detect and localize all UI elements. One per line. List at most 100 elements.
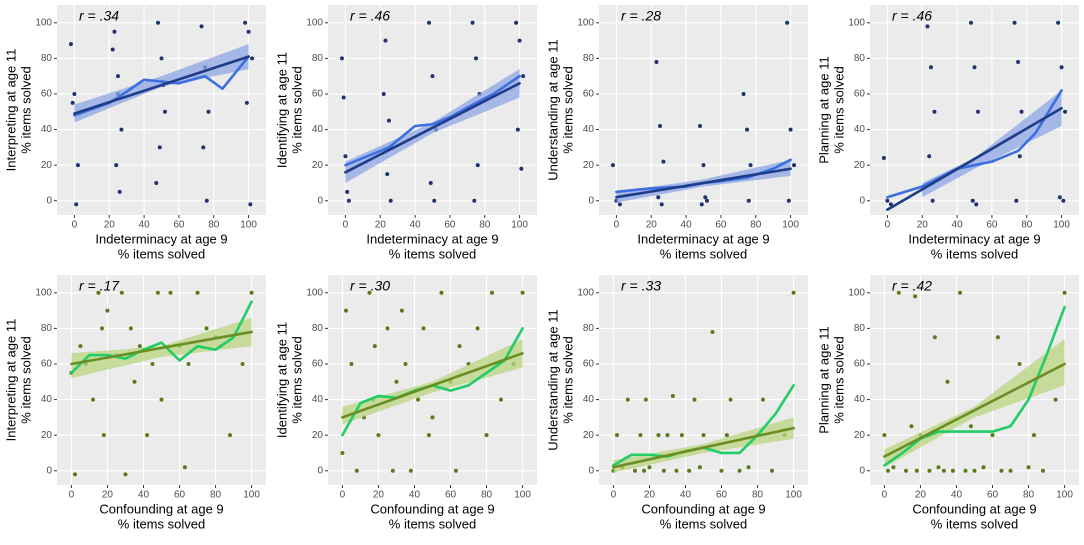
- x-tick-label: 100: [1056, 490, 1073, 501]
- point: [154, 180, 159, 185]
- y-tick-label: 100: [306, 287, 323, 298]
- point: [968, 424, 973, 429]
- panel: 0 20 40 60 80 100 0 20 40 60 80 100 r = .33 Confoundi…: [545, 275, 808, 531]
- point: [888, 202, 893, 207]
- annotation: r = .30: [350, 278, 390, 294]
- point: [638, 433, 643, 438]
- fit-line: [341, 352, 524, 419]
- point: [428, 180, 433, 185]
- point: [633, 468, 638, 473]
- point: [137, 344, 142, 349]
- x-tick-label: 0: [340, 490, 346, 501]
- point: [928, 65, 933, 70]
- y-tick-label: 100: [848, 17, 865, 28]
- x-tick-label: 80: [481, 490, 493, 501]
- point: [950, 468, 955, 473]
- point: [100, 326, 105, 331]
- x-tick-label: 20: [646, 220, 658, 231]
- point: [155, 290, 160, 295]
- point: [1012, 20, 1017, 25]
- point: [704, 198, 709, 203]
- point: [741, 91, 746, 96]
- point: [119, 290, 124, 295]
- x-tick-label: 100: [1053, 220, 1070, 231]
- y-tick-label: 20: [41, 430, 53, 441]
- x-tick-label: 60: [173, 220, 185, 231]
- x-tick-label: 0: [343, 220, 349, 231]
- x-axis-title: Indeterminacy at age 9: [908, 231, 1040, 246]
- point: [697, 465, 702, 470]
- x-axis-title: Confounding at age 9: [912, 501, 1036, 516]
- y-tick-label: 40: [312, 124, 324, 135]
- loess-curve: [883, 305, 1066, 467]
- point: [156, 20, 161, 25]
- point: [349, 361, 354, 366]
- point: [969, 20, 974, 25]
- y-tick-label: 60: [854, 89, 866, 100]
- point: [341, 95, 346, 100]
- x-tick-label: 60: [716, 490, 728, 501]
- y-tick-label: 100: [848, 287, 865, 298]
- point: [746, 465, 751, 470]
- point: [710, 329, 715, 334]
- x-tick-label: 60: [987, 490, 999, 501]
- point: [150, 361, 155, 366]
- point: [119, 127, 124, 132]
- x-tick-label: 60: [174, 490, 186, 501]
- y-tick-label: 40: [312, 394, 324, 405]
- fit-line: [73, 55, 250, 115]
- point: [206, 109, 211, 114]
- panel: 0 20 40 60 80 100 0 20 40 60 80 100 r = .46 Indetermi…: [816, 5, 1079, 261]
- point: [132, 379, 137, 384]
- x-tick-label: 100: [782, 220, 799, 231]
- point: [963, 468, 968, 473]
- panel: 0 20 40 60 80 100 0 20 40 60 80 100 r = .17 Confoundi…: [3, 275, 266, 531]
- x-axis-title: Confounding at age 9: [99, 501, 223, 516]
- point: [1053, 397, 1058, 402]
- x-tick-label: 40: [409, 490, 421, 501]
- x-tick-label: 80: [208, 220, 220, 231]
- y-axis-title: % items solved: [289, 336, 304, 423]
- y-tick-label: 80: [41, 323, 53, 334]
- point: [385, 172, 390, 177]
- point: [701, 433, 706, 438]
- y-tick-label: 60: [312, 89, 324, 100]
- point: [881, 156, 886, 161]
- x-tick-label: 0: [885, 220, 891, 231]
- x-tick-label: 40: [681, 220, 693, 231]
- annotation: r = .34: [79, 8, 119, 24]
- x-tick-label: 80: [750, 220, 762, 231]
- point: [746, 198, 751, 203]
- point: [728, 397, 733, 402]
- x-tick-label: 0: [69, 490, 75, 501]
- point: [1059, 65, 1064, 70]
- point: [698, 124, 703, 129]
- y-tick-label: 0: [859, 465, 865, 476]
- point: [647, 465, 652, 470]
- fit-line: [615, 167, 792, 199]
- point: [932, 109, 937, 114]
- point: [769, 468, 774, 473]
- point: [159, 397, 164, 402]
- x-tick-label: 100: [514, 490, 531, 501]
- point: [909, 424, 914, 429]
- point: [661, 159, 666, 164]
- fit-line: [70, 330, 253, 366]
- point: [416, 397, 421, 402]
- y-axis-title: % items solved: [560, 66, 575, 153]
- point: [1040, 468, 1045, 473]
- point: [745, 127, 750, 132]
- annotation: r = .33: [621, 278, 661, 294]
- panel: 0 20 40 60 80 100 0 20 40 60 80 100 r = .30 Confoundi…: [274, 275, 537, 531]
- point: [1063, 109, 1068, 114]
- point: [891, 465, 896, 470]
- point: [426, 433, 431, 438]
- y-axis-title: % items solved: [18, 336, 33, 423]
- point: [345, 189, 350, 194]
- x-axis-title: % items solved: [660, 246, 747, 261]
- point: [657, 124, 662, 129]
- point: [724, 433, 729, 438]
- loess-curve: [344, 74, 521, 167]
- y-tick-label: 40: [41, 394, 53, 405]
- point: [701, 163, 706, 168]
